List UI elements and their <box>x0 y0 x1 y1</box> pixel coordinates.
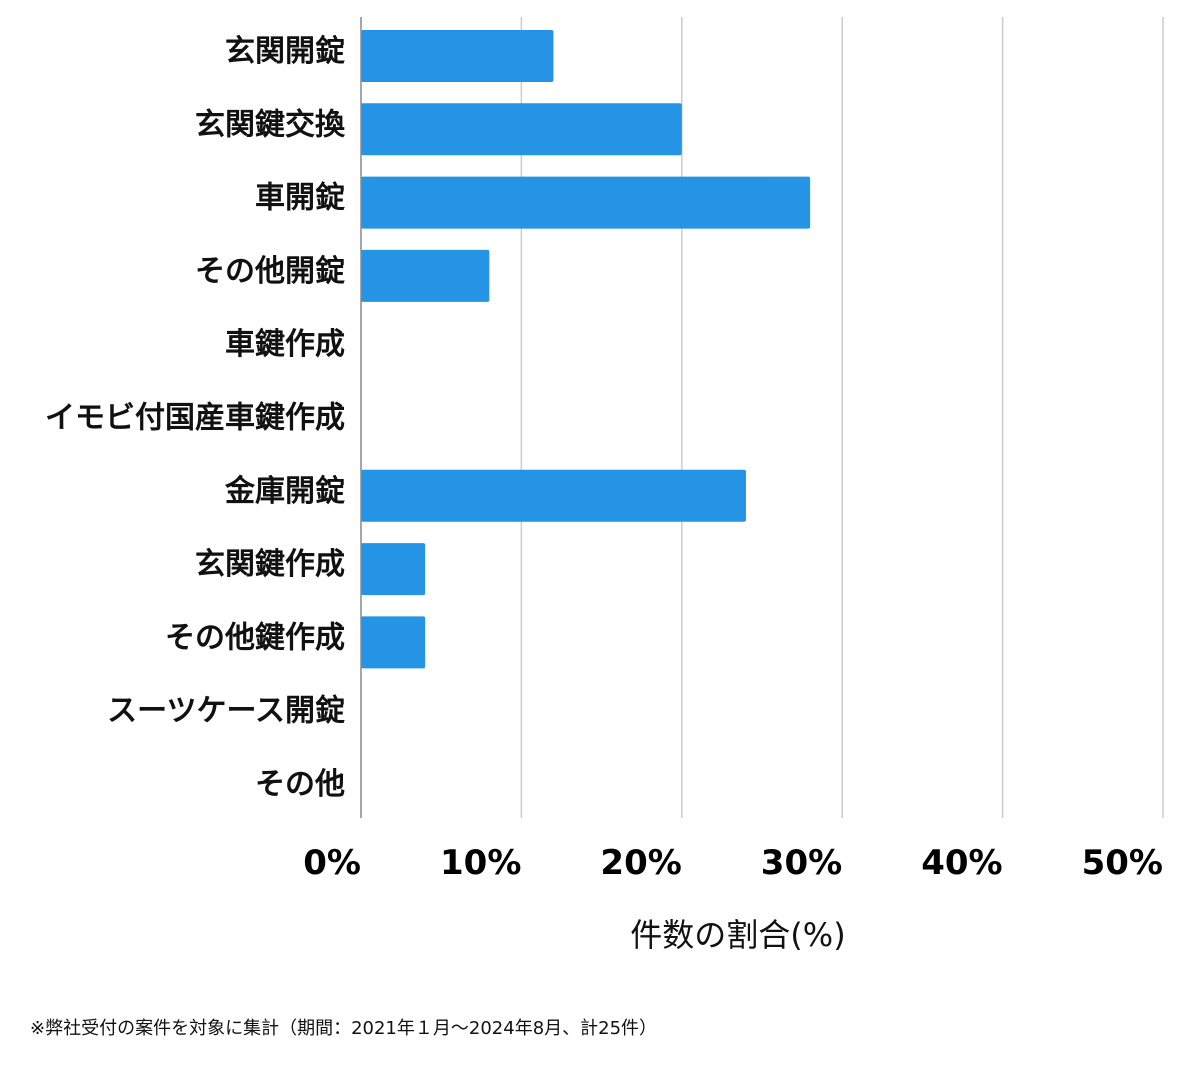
category-label: 金庫開錠 <box>224 474 345 509</box>
x-tick-label: 20% <box>600 843 681 883</box>
category-label: 玄関鍵作成 <box>195 547 345 582</box>
x-tick-label: 30% <box>761 843 842 883</box>
category-label: その他鍵作成 <box>165 620 345 655</box>
bar <box>361 616 426 669</box>
category-label: その他 <box>255 767 345 802</box>
x-tick-label: 10% <box>440 843 521 883</box>
x-axis-title: 件数の割合(%) <box>630 916 845 954</box>
category-label: 玄関開錠 <box>225 34 345 69</box>
bar <box>361 176 811 229</box>
category-labels: 玄関開錠玄関鍵交換車開錠その他開錠車鍵作成イモビ付国産車鍵作成金庫開錠玄関鍵作成… <box>45 34 346 802</box>
footnote: ※弊社受付の案件を対象に集計（期間：2021年１月〜2024年8月、計25件） <box>30 1018 658 1039</box>
category-label: スーツケース開錠 <box>107 694 345 729</box>
x-tick-label: 50% <box>1082 843 1163 883</box>
bar <box>361 469 746 522</box>
x-tick-label: 0% <box>303 843 361 883</box>
x-tick-labels: 0% 10% 20% 30% 40% 50% <box>303 843 1163 883</box>
category-label: その他開錠 <box>195 254 345 289</box>
bars <box>361 30 811 669</box>
category-label: 車開錠 <box>255 181 345 216</box>
category-label: イモビ付国産車鍵作成 <box>45 401 345 436</box>
bar <box>361 103 682 156</box>
bar <box>361 30 554 82</box>
category-label: 玄関鍵交換 <box>195 107 346 142</box>
bar <box>361 543 426 596</box>
x-tick-label: 40% <box>921 843 1002 883</box>
bar <box>361 249 490 302</box>
category-label: 車鍵作成 <box>225 327 345 362</box>
